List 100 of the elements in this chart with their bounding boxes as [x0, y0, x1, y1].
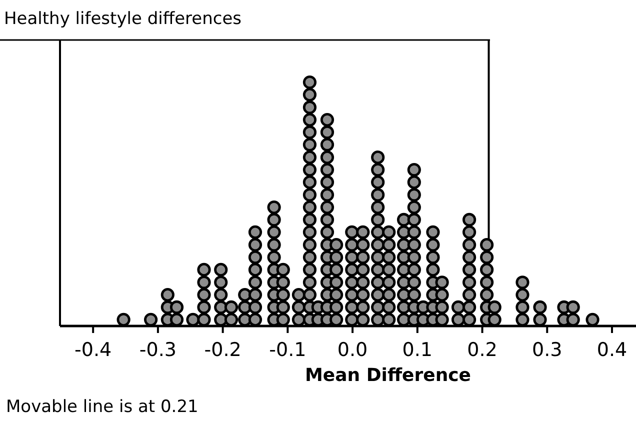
- point: [302, 175, 317, 189]
- point: [320, 162, 334, 177]
- point: [426, 262, 440, 276]
- point: [302, 125, 317, 140]
- point: [292, 300, 306, 314]
- point: [116, 312, 130, 326]
- point: [320, 200, 334, 214]
- point: [462, 212, 476, 227]
- point: [371, 262, 385, 276]
- x-tick-label: 0.0: [337, 339, 368, 361]
- point: [345, 250, 359, 264]
- point: [356, 312, 370, 326]
- point: [302, 276, 317, 290]
- point: [302, 88, 317, 102]
- point: [371, 162, 385, 177]
- point: [302, 200, 317, 214]
- point: [407, 250, 421, 264]
- point: [248, 238, 262, 252]
- point: [330, 300, 344, 314]
- point: [302, 238, 317, 252]
- point: [302, 250, 317, 264]
- point: [516, 288, 530, 302]
- point: [566, 312, 580, 326]
- point: [586, 312, 600, 326]
- point: [356, 288, 370, 302]
- point: [330, 238, 344, 252]
- point: [248, 276, 262, 290]
- chart-title: Healthy lifestyle differences: [4, 9, 242, 29]
- point: [267, 238, 281, 252]
- point: [197, 276, 211, 290]
- point: [516, 300, 530, 314]
- point: [197, 312, 211, 326]
- point: [462, 288, 476, 302]
- point: [320, 125, 334, 140]
- text: Movable line is at 0.21: [6, 397, 198, 417]
- point: [382, 262, 396, 276]
- point: [371, 250, 385, 264]
- point: [407, 175, 421, 189]
- point: [371, 212, 385, 227]
- point: [214, 262, 228, 276]
- x-axis-title: Mean Difference: [304, 365, 472, 386]
- point: [462, 276, 476, 290]
- point: [320, 188, 334, 202]
- point: [407, 238, 421, 252]
- point: [435, 288, 449, 302]
- point: [356, 250, 370, 264]
- point: [396, 212, 411, 227]
- point: [426, 238, 440, 252]
- point: [371, 175, 385, 189]
- point: [371, 200, 385, 214]
- point: [197, 262, 211, 276]
- point: [320, 225, 334, 239]
- point: [292, 288, 306, 302]
- point: [516, 312, 530, 326]
- x-tick-label: 0.4: [596, 339, 628, 361]
- point: [302, 212, 317, 227]
- point: [382, 225, 396, 239]
- x-tick-label: 0.3: [532, 339, 562, 361]
- point: [426, 225, 440, 239]
- point: [267, 225, 281, 239]
- point: [407, 288, 421, 302]
- point: [462, 300, 476, 314]
- point: [345, 300, 359, 314]
- point: [462, 238, 476, 252]
- point: [345, 276, 359, 290]
- point: [407, 212, 421, 227]
- point: [480, 276, 494, 290]
- point: [144, 312, 158, 326]
- point: [302, 262, 317, 276]
- point: [356, 262, 370, 276]
- point: [356, 238, 370, 252]
- point: [345, 262, 359, 276]
- x-tick-label: 0.1: [402, 339, 433, 361]
- point: [382, 238, 396, 252]
- x-tick-label: -0.2: [204, 339, 242, 361]
- point: [480, 288, 494, 302]
- point: [267, 250, 281, 264]
- point: [371, 288, 385, 302]
- point: [566, 300, 580, 314]
- point: [382, 250, 396, 264]
- point: [267, 200, 281, 214]
- point: [407, 188, 421, 202]
- point: [320, 175, 334, 189]
- point: [276, 276, 290, 290]
- point: [248, 250, 262, 264]
- point: [248, 300, 262, 314]
- point: [533, 300, 547, 314]
- point: [480, 262, 494, 276]
- point: [276, 300, 290, 314]
- point: [462, 250, 476, 264]
- x-tick-label: -0.1: [269, 339, 306, 361]
- point: [248, 312, 262, 326]
- point: [197, 300, 211, 314]
- point: [407, 262, 421, 276]
- point: [302, 162, 317, 177]
- point: [371, 225, 385, 239]
- point: [214, 276, 228, 290]
- point: [302, 288, 317, 302]
- point: [302, 112, 317, 127]
- point: [462, 312, 476, 326]
